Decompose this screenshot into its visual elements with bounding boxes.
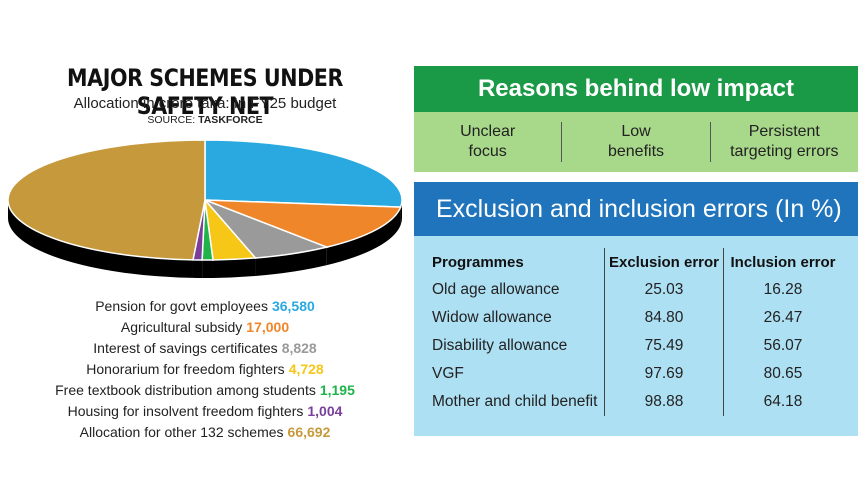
legend-value: 66,692 bbox=[287, 424, 331, 440]
exclusion-value: 98.88 bbox=[604, 388, 724, 416]
reason-line: benefits bbox=[607, 143, 665, 160]
pie-side bbox=[202, 259, 213, 278]
legend-item: Agricultural subsidy 17,000 bbox=[30, 317, 380, 338]
legend-value: 36,580 bbox=[271, 298, 315, 314]
reason-item: Persistent targeting errors bbox=[711, 122, 858, 162]
reason-line: targeting errors bbox=[730, 143, 839, 160]
programme-name: VGF bbox=[432, 365, 464, 382]
legend-label: Pension for govt employees bbox=[95, 298, 268, 314]
reason-line: Persistent bbox=[748, 123, 820, 140]
chart-subtitle: Allocation in crore taka: In FY25 budget bbox=[73, 95, 337, 112]
source-name: TASKFORCE bbox=[198, 114, 263, 126]
chart-source: SOURCE: TASKFORCE bbox=[10, 114, 400, 126]
legend-item: Pension for govt employees 36,580 bbox=[30, 296, 380, 317]
legend-label: Agricultural subsidy bbox=[120, 319, 243, 335]
programme-name: Mother and child benefit bbox=[432, 393, 598, 410]
errors-header-row: Programmes Exclusion error Inclusion err… bbox=[432, 248, 842, 276]
reason-line: focus bbox=[468, 143, 507, 160]
header-exclusion: Exclusion error bbox=[604, 248, 724, 276]
reason-item: Unclear focus bbox=[414, 122, 563, 162]
table-row: Old age allowance 25.03 16.28 bbox=[432, 276, 842, 304]
pie-side bbox=[255, 247, 327, 276]
table-row: Disability allowance 75.49 56.07 bbox=[432, 332, 842, 360]
exclusion-value: 97.69 bbox=[604, 360, 724, 388]
inclusion-value: 64.18 bbox=[723, 388, 842, 416]
legend-value: 1,004 bbox=[307, 403, 343, 419]
pie-slice bbox=[204, 139, 403, 208]
table-row: Widow allowance 84.80 26.47 bbox=[432, 304, 842, 332]
legend-value: 1,195 bbox=[319, 382, 355, 398]
header-inclusion: Inclusion error bbox=[723, 248, 842, 276]
reason-line: Unclear bbox=[460, 123, 516, 140]
exclusion-value: 75.49 bbox=[604, 332, 724, 360]
programme-name: Disability allowance bbox=[432, 337, 568, 354]
errors-panel: Exclusion and inclusion errors (In %) Pr… bbox=[414, 182, 858, 436]
programme-name: Widow allowance bbox=[432, 309, 552, 326]
header-programmes: Programmes bbox=[432, 253, 524, 271]
source-label: SOURCE: bbox=[147, 114, 196, 126]
pie-side bbox=[8, 200, 193, 278]
legend-label: Interest of savings certificates bbox=[93, 340, 278, 356]
legend-item: Free textbook distribution among student… bbox=[30, 380, 380, 401]
legend-value: 4,728 bbox=[288, 361, 324, 377]
exclusion-value: 25.03 bbox=[604, 276, 724, 304]
legend-item: Housing for insolvent freedom fighters 1,… bbox=[30, 401, 380, 422]
programme-name: Old age allowance bbox=[432, 281, 560, 298]
errors-table: Programmes Exclusion error Inclusion err… bbox=[432, 248, 842, 416]
reason-line: Low bbox=[621, 123, 651, 140]
legend-item: Allocation for other 132 schemes 66,692 bbox=[30, 422, 380, 443]
pie-side bbox=[192, 259, 203, 278]
table-row: Mother and child benefit 98.88 64.18 bbox=[432, 388, 842, 416]
errors-title: Exclusion and inclusion errors (In %) bbox=[414, 182, 858, 236]
inclusion-value: 56.07 bbox=[723, 332, 842, 360]
inclusion-value: 80.65 bbox=[723, 360, 842, 388]
pie-side bbox=[212, 258, 256, 278]
pie-legend: Pension for govt employees 36,580 Agricult… bbox=[30, 296, 380, 443]
inclusion-value: 16.28 bbox=[723, 276, 842, 304]
legend-label: Free textbook distribution among student… bbox=[55, 382, 316, 398]
legend-value: 8,828 bbox=[281, 340, 317, 356]
pie-slice bbox=[7, 139, 206, 261]
reasons-panel: Reasons behind low impact Unclear focus Lo… bbox=[414, 66, 858, 172]
legend-label: Allocation for other 132 schemes bbox=[79, 424, 284, 440]
reason-item: Low benefits bbox=[562, 122, 711, 162]
pie-svg bbox=[7, 139, 403, 278]
legend-value: 17,000 bbox=[246, 319, 290, 335]
inclusion-value: 26.47 bbox=[723, 304, 842, 332]
legend-label: Honorarium for freedom fighters bbox=[86, 361, 285, 377]
chart-title: MAJOR SCHEMES UNDER SAFETY NET bbox=[67, 64, 343, 120]
table-row: VGF 97.69 80.65 bbox=[432, 360, 842, 388]
legend-item: Honorarium for freedom fighters 4,728 bbox=[30, 359, 380, 380]
exclusion-value: 84.80 bbox=[604, 304, 724, 332]
pie-chart bbox=[0, 128, 410, 298]
reasons-list: Unclear focus Low benefits Persistent targeti… bbox=[414, 112, 858, 172]
errors-body: Programmes Exclusion error Inclusion err… bbox=[414, 236, 858, 436]
pie-slice bbox=[204, 199, 402, 248]
legend-label: Housing for insolvent freedom fighters bbox=[67, 403, 304, 419]
legend-item: Interest of savings certificates 8,828 bbox=[30, 338, 380, 359]
reasons-title: Reasons behind low impact bbox=[414, 66, 858, 112]
